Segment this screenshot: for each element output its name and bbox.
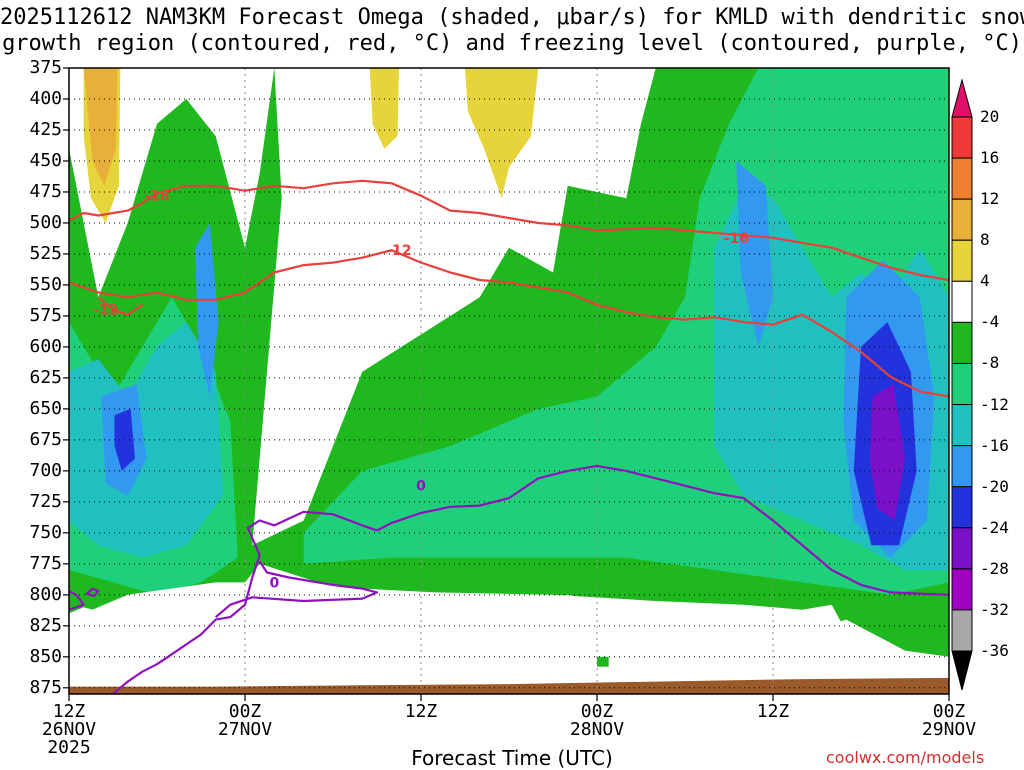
omega-shading: [69, 68, 949, 694]
chart-title-line1: 2025112612 NAM3KM Forecast Omega (shaded…: [0, 5, 1024, 30]
dgz-contour-0: [69, 179, 949, 282]
y-tick-label: 700: [29, 459, 62, 481]
colorbar-level-label: 20: [980, 107, 1000, 126]
x-tick-label: 12Z: [756, 701, 790, 722]
colorbar-level-label: -20: [980, 476, 1009, 496]
y-tick-label: 650: [29, 397, 62, 419]
colorbar-band-7: [951, 404, 973, 447]
colorbar-band-2: [951, 198, 973, 241]
x-tick-label: 29NOV: [921, 719, 977, 740]
y-tick-label: 800: [29, 583, 62, 605]
x-tick-label: 12Z: [52, 701, 86, 722]
y-tick-label: 500: [29, 211, 62, 233]
omega-region-green-speck: [597, 656, 609, 667]
y-tick-label: 425: [29, 118, 62, 140]
freezing-contour-2: [69, 590, 85, 611]
colorbar-top-arrow: [951, 78, 973, 118]
colorbar-level-label: -16: [980, 435, 1009, 455]
y-tick-label: 875: [29, 676, 62, 698]
omega-region-purple-core: [869, 384, 905, 521]
dgz-contour-label-2: -12: [93, 303, 118, 319]
colorbar-band-10: [951, 527, 973, 570]
colorbar-band-1: [951, 157, 973, 200]
y-tick-label: 400: [29, 87, 62, 109]
omega-region-blue-column: [195, 223, 219, 397]
dgz-contour-label-1: -12: [386, 243, 411, 259]
y-tick-label: 550: [29, 273, 62, 295]
dgz-contour-2: [97, 296, 143, 316]
x-axis-title: Forecast Time (UTC): [411, 746, 613, 770]
y-tick-label: 850: [29, 645, 62, 667]
colorbar-level-label: -32: [980, 599, 1009, 619]
omega-region-cyan-left: [69, 322, 223, 558]
colorbar-band-9: [951, 486, 973, 529]
x-tick-label: 00Z: [228, 701, 262, 722]
dgz-contour-label-0: -18: [144, 189, 169, 205]
freezing-contour-label-1: 0: [269, 575, 279, 591]
colorbar: [951, 78, 973, 691]
y-tick-label: 600: [29, 335, 62, 357]
contour-lines: -18 -12 -12 -16 0 0: [69, 179, 949, 694]
colorbar-band-3: [951, 239, 973, 282]
grid-lines: [68, 67, 950, 694]
y-tick-label: 450: [29, 149, 62, 171]
x-tick-label: 00Z: [580, 701, 614, 722]
colorbar-level-label: -24: [980, 517, 1009, 537]
y-tick-label: 725: [29, 490, 62, 512]
y-tick-label: 475: [29, 180, 62, 202]
y-tick-label: 750: [29, 521, 62, 543]
colorbar-level-label: -12: [980, 394, 1009, 414]
colorbar-level-label: -4: [980, 312, 1000, 332]
omega-region-yellow-upper-2: [465, 68, 539, 199]
plot-frame: [68, 67, 950, 695]
x-tick-label: 27NOV: [217, 719, 273, 740]
colorbar-band-6: [951, 362, 973, 406]
ground-terrain: [69, 677, 949, 694]
chart-title-line2: growth region (contoured, red, °C) and f…: [2, 31, 1022, 56]
axis-ticks: [63, 67, 950, 701]
colorbar-band-12: [951, 609, 973, 652]
freezing-contour-0: [112, 464, 949, 694]
y-tick-label: 675: [29, 428, 62, 450]
colorbar-band-5: [951, 321, 973, 364]
x-tick-label: 2025: [47, 737, 91, 758]
x-tick-label: 26NOV: [41, 719, 97, 740]
y-tick-label: 775: [29, 552, 62, 574]
y-tick-label: 525: [29, 242, 62, 264]
x-tick-label: 00Z: [932, 701, 966, 722]
freezing-contour-1: [214, 560, 379, 618]
colorbar-band-8: [951, 445, 973, 488]
colorbar-level-label: 8: [980, 230, 990, 250]
omega-region-white-low: [69, 582, 949, 694]
x-tick-label: 12Z: [404, 701, 438, 722]
colorbar-band-4: [951, 280, 973, 323]
y-tick-label: 375: [29, 57, 62, 78]
omega-region-yellow-upper-mid: [369, 68, 399, 149]
dgz-contour-1: [69, 249, 949, 398]
freezing-contour-3: [85, 587, 100, 598]
dgz-contour-label-3: -16: [724, 231, 749, 247]
colorbar-level-label: 4: [980, 271, 990, 291]
credit-text: coolwx.com/models: [826, 748, 985, 767]
x-tick-label: 28NOV: [569, 719, 625, 740]
y-tick-label: 825: [29, 614, 62, 636]
colorbar-level-label: 12: [980, 189, 1000, 209]
colorbar-band-11: [951, 568, 973, 611]
y-tick-label: 575: [29, 304, 62, 326]
colorbar-level-label: -28: [980, 558, 1009, 578]
freezing-contour-label-0: 0: [416, 479, 426, 495]
colorbar-band-0: [951, 116, 973, 159]
colorbar-level-label: 16: [980, 148, 1000, 168]
y-tick-label: 625: [29, 366, 62, 388]
omega-region-orange-early: [83, 68, 118, 186]
colorbar-bottom-arrow: [951, 650, 973, 691]
colorbar-level-label: -8: [980, 353, 1000, 373]
colorbar-level-label: -36: [980, 641, 1009, 660]
